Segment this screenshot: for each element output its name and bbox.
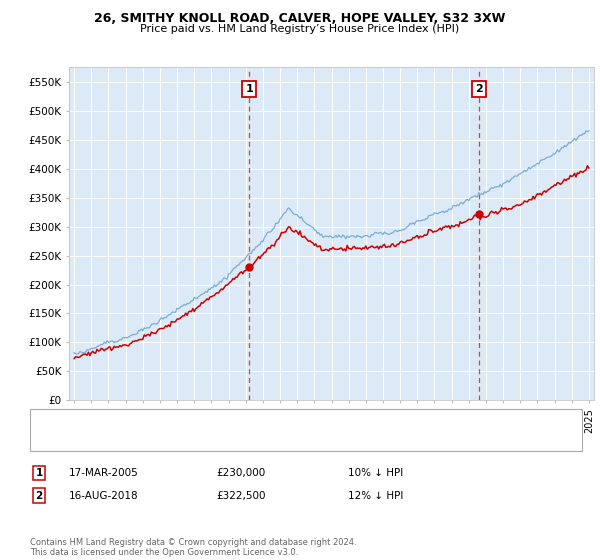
Text: £230,000: £230,000 [216,468,265,478]
Text: 1: 1 [245,84,253,94]
Text: 26, SMITHY KNOLL ROAD, CALVER,  HOPE VALLEY, S32 3XW (detached house): 26, SMITHY KNOLL ROAD, CALVER, HOPE VALL… [72,416,453,426]
Text: ——: —— [39,434,54,447]
Text: £322,500: £322,500 [216,491,265,501]
Text: 1: 1 [35,468,43,478]
Text: Contains HM Land Registry data © Crown copyright and database right 2024.
This d: Contains HM Land Registry data © Crown c… [30,538,356,557]
Text: ——: —— [39,414,54,427]
Text: 16-AUG-2018: 16-AUG-2018 [69,491,139,501]
Text: Price paid vs. HM Land Registry’s House Price Index (HPI): Price paid vs. HM Land Registry’s House … [140,24,460,34]
Text: 12% ↓ HPI: 12% ↓ HPI [348,491,403,501]
Text: 26, SMITHY KNOLL ROAD, CALVER, HOPE VALLEY, S32 3XW: 26, SMITHY KNOLL ROAD, CALVER, HOPE VALL… [94,12,506,25]
Text: 10% ↓ HPI: 10% ↓ HPI [348,468,403,478]
Text: 2: 2 [35,491,43,501]
Text: 2: 2 [476,84,483,94]
Text: HPI: Average price, detached house, Derbyshire Dales: HPI: Average price, detached house, Derb… [72,435,337,445]
Text: 17-MAR-2005: 17-MAR-2005 [69,468,139,478]
